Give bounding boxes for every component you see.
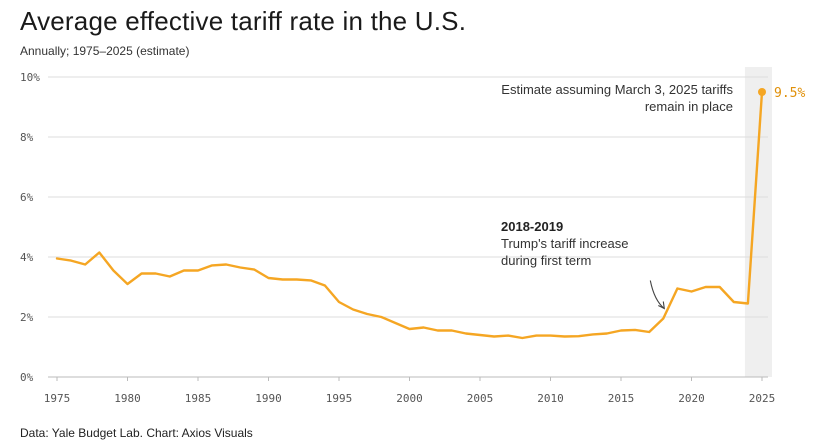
data-point-1986	[211, 264, 213, 266]
annotation-arrow-icon	[649, 280, 665, 309]
annotation-2018-2019: 2018-2019 Trump's tariff increase during…	[501, 219, 665, 310]
annotation-2025-line-2: remain in place	[645, 99, 733, 114]
x-tick-label: 2000	[396, 392, 423, 405]
x-tick-label: 2025	[749, 392, 776, 405]
data-point-2016	[634, 329, 636, 331]
y-tick-label: 0%	[20, 371, 34, 384]
data-point-2018	[662, 317, 664, 319]
x-tick-label: 1985	[185, 392, 212, 405]
y-tick-label: 2%	[20, 311, 34, 324]
data-point-1991	[281, 278, 283, 280]
tariff-rate-series-line	[55, 90, 764, 340]
y-tick-label: 10%	[20, 71, 40, 84]
data-point-2011	[563, 335, 565, 337]
chart-subtitle: Annually; 1975–2025 (estimate)	[20, 44, 190, 58]
data-point-2007	[507, 334, 509, 336]
data-point-1995	[338, 301, 340, 303]
data-point-2005	[479, 334, 481, 336]
annotation-2018-line-1: Trump's tariff increase	[501, 236, 628, 251]
data-point-1976	[70, 259, 72, 261]
data-points	[56, 91, 763, 339]
data-point-1982	[155, 272, 157, 274]
data-point-1996	[352, 308, 354, 310]
data-point-2013	[592, 333, 594, 335]
data-point-1977	[84, 263, 86, 265]
x-tick-label: 2015	[608, 392, 635, 405]
data-point-1994	[324, 284, 326, 286]
end-point-label: 9.5%	[774, 86, 805, 101]
data-point-2012	[578, 335, 580, 337]
data-point-2002	[437, 329, 439, 331]
data-point-1999	[394, 322, 396, 324]
data-point-1984	[183, 269, 185, 271]
y-tick-label: 8%	[20, 131, 34, 144]
annotation-2025-estimate: Estimate assuming March 3, 2025 tariffs …	[501, 82, 733, 114]
data-point-2000	[408, 328, 410, 330]
data-point-1990	[267, 277, 269, 279]
data-point-1980	[126, 283, 128, 285]
data-point-1997	[366, 313, 368, 315]
y-tick-label: 6%	[20, 191, 34, 204]
data-point-1975	[56, 257, 58, 259]
data-point-1998	[380, 316, 382, 318]
x-tick-label: 2010	[537, 392, 564, 405]
x-tick-label: 2005	[467, 392, 494, 405]
data-point-1981	[140, 272, 142, 274]
data-point-2019	[676, 287, 678, 289]
chart-title: Average effective tariff rate in the U.S…	[20, 6, 467, 36]
data-point-2014	[606, 332, 608, 334]
annotation-2018-line-2: during first term	[501, 253, 591, 268]
annotation-2025-line-1: Estimate assuming March 3, 2025 tariffs	[501, 82, 733, 97]
data-point-2008	[521, 337, 523, 339]
x-tick-label: 1990	[255, 392, 282, 405]
data-point-1978	[98, 251, 100, 253]
data-point-2020	[690, 290, 692, 292]
y-axis-tick-labels: 0% 2% 4% 6% 8% 10%	[20, 71, 40, 384]
annotation-2018-title: 2018-2019	[501, 219, 563, 234]
data-point-1993	[310, 279, 312, 281]
data-point-2024	[747, 302, 749, 304]
y-tick-label: 4%	[20, 251, 34, 264]
data-point-2009	[535, 334, 537, 336]
data-point-1988	[239, 266, 241, 268]
data-point-1979	[112, 269, 114, 271]
data-point-1983	[169, 275, 171, 277]
end-point-marker	[758, 88, 766, 96]
x-tick-label: 2020	[678, 392, 705, 405]
data-point-2017	[648, 331, 650, 333]
x-tick-label: 1995	[326, 392, 353, 405]
gridlines	[48, 76, 768, 378]
data-point-2001	[422, 326, 424, 328]
data-point-2022	[719, 286, 721, 288]
data-point-2004	[465, 332, 467, 334]
data-point-1992	[296, 278, 298, 280]
data-point-2021	[704, 286, 706, 288]
x-tick-label: 1980	[114, 392, 141, 405]
chart-source-note: Data: Yale Budget Lab. Chart: Axios Visu…	[20, 426, 253, 440]
data-point-1989	[253, 268, 255, 270]
x-tick-label: 1975	[44, 392, 71, 405]
data-point-2010	[549, 334, 551, 336]
estimate-highlight-band	[744, 67, 772, 377]
data-point-1985	[197, 269, 199, 271]
x-axis-tick-labels: 1975 1980 1985 1990 1995 2000 2005 2010 2015 2020…	[44, 377, 776, 405]
data-point-2015	[620, 329, 622, 331]
arrowhead-icon	[658, 301, 665, 310]
data-point-2023	[733, 301, 735, 303]
data-point-2006	[493, 335, 495, 337]
data-point-2003	[451, 329, 453, 331]
data-point-1987	[225, 263, 227, 265]
